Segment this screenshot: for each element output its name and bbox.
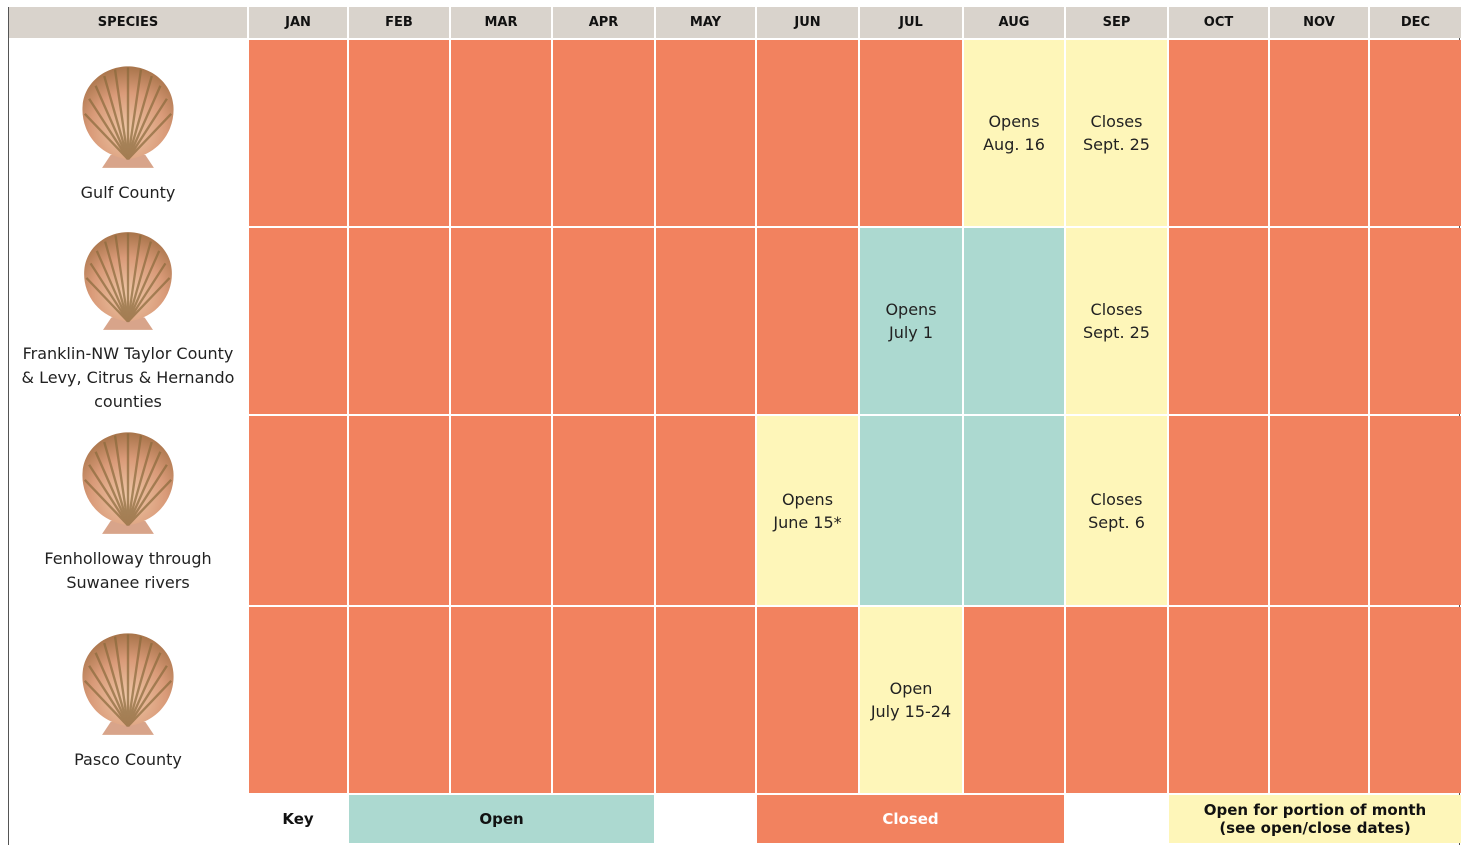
season-cell [249,40,347,226]
key-item: Open for portion of month (see open/clos… [1169,795,1461,843]
season-cell [1370,228,1461,414]
scallop-icon [74,427,182,537]
season-cell [249,607,347,793]
season-cell [656,607,755,793]
season-cell [1169,228,1268,414]
season-cell [1169,40,1268,226]
season-cell [656,416,755,605]
species-label: Fenholloway through Suwanee rivers [17,547,239,595]
season-cell [349,40,449,226]
season-cell [656,228,755,414]
key-item: Closed [757,795,1064,843]
season-cell [1169,416,1268,605]
species-cell: Pasco County [9,607,247,793]
month-header: APR [553,7,654,38]
season-cell [553,416,654,605]
species-label: Pasco County [74,748,182,772]
season-cell [1169,607,1268,793]
month-header: FEB [349,7,449,38]
key-blank [656,795,755,843]
season-cell [656,40,755,226]
month-header: MAR [451,7,551,38]
species-cell: Franklin-NW Taylor County & Levy, Citrus… [9,228,247,414]
species-label: Franklin-NW Taylor County & Levy, Citrus… [17,342,239,414]
season-cell [451,607,551,793]
season-cell [553,40,654,226]
season-cell [451,40,551,226]
season-cell [1270,228,1368,414]
season-cell [1270,416,1368,605]
season-cell [757,228,858,414]
season-cell: Open July 15-24 [860,607,962,793]
month-header: JUN [757,7,858,38]
season-cell [1066,607,1167,793]
season-cell [964,607,1064,793]
season-cell [964,228,1064,414]
season-cell [1270,607,1368,793]
month-header: JUL [860,7,962,38]
season-cell [860,40,962,226]
season-cell [757,40,858,226]
season-cell [249,228,347,414]
month-header: DEC [1370,7,1461,38]
season-cell [349,416,449,605]
season-cell [553,607,654,793]
key-blank [1066,795,1167,843]
month-header: JAN [249,7,347,38]
season-cell [1370,416,1461,605]
species-label: Gulf County [81,181,176,205]
season-cell [1370,607,1461,793]
season-cell [349,607,449,793]
season-cell [349,228,449,414]
month-header: AUG [964,7,1064,38]
month-header: SEP [1066,7,1167,38]
scallop-icon [74,228,182,332]
scallop-icon [74,61,182,171]
species-cell: Gulf County [9,40,247,226]
season-cell [249,416,347,605]
scallop-icon [74,628,182,738]
season-cell: Closes Sept. 25 [1066,228,1167,414]
key-blank [9,795,247,843]
month-header: OCT [1169,7,1268,38]
species-cell: Fenholloway through Suwanee rivers [9,416,247,605]
season-cell [451,228,551,414]
season-cell: Opens June 15* [757,416,858,605]
season-cell: Closes Sept. 6 [1066,416,1167,605]
season-cell [553,228,654,414]
season-cell [1270,40,1368,226]
page: SPECIESJANFEBMARAPRMAYJUNJULAUGSEPOCTNOV… [0,0,1468,846]
season-cell [757,607,858,793]
key-label: Key [249,795,347,843]
month-header: NOV [1270,7,1368,38]
season-cell: Opens Aug. 16 [964,40,1064,226]
season-cell [451,416,551,605]
season-cell [1370,40,1461,226]
species-header: SPECIES [9,7,247,38]
season-cell [860,416,962,605]
key-item: Open [349,795,654,843]
season-cell: Opens July 1 [860,228,962,414]
season-cell: Closes Sept. 25 [1066,40,1167,226]
month-header: MAY [656,7,755,38]
season-cell [964,416,1064,605]
